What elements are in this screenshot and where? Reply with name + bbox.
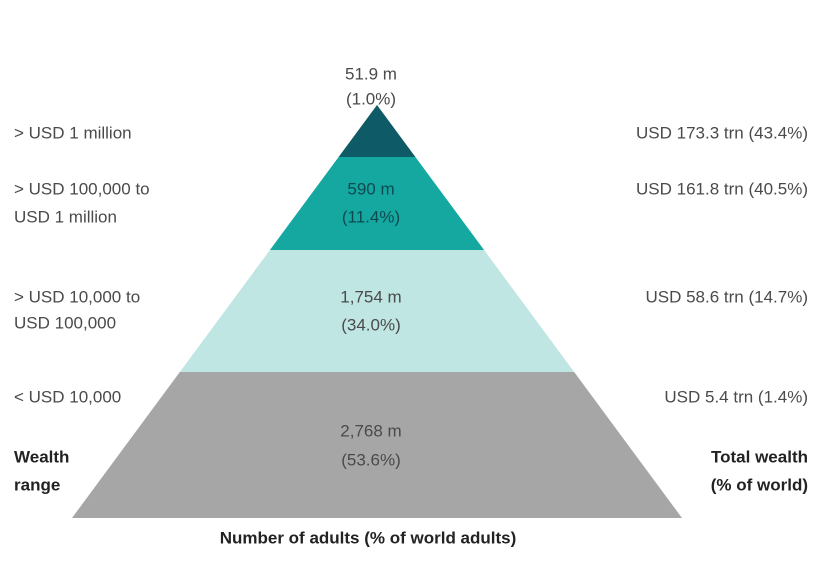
- adults-label: 51.9 m: [345, 64, 397, 83]
- range-label: > USD 1 million: [14, 123, 132, 142]
- adults-label: 2,768 m: [340, 421, 401, 440]
- range-label: USD 100,000: [14, 313, 116, 332]
- range-label: < USD 10,000: [14, 387, 121, 406]
- pyramid-tier: [72, 372, 682, 518]
- range-label: > USD 10,000 to: [14, 287, 140, 306]
- pyramid-tier: [179, 250, 575, 372]
- adults-label: 1,754 m: [340, 287, 401, 306]
- right-heading: (% of world): [711, 475, 808, 494]
- left-heading: Wealth: [14, 447, 69, 466]
- wealth-label: USD 5.4 trn (1.4%): [664, 387, 808, 406]
- wealth-label: USD 161.8 trn (40.5%): [636, 179, 808, 198]
- pyramid-tier: [338, 105, 416, 157]
- adults-label: (11.4%): [342, 207, 400, 226]
- wealth-label: USD 173.3 trn (43.4%): [636, 123, 808, 142]
- wealth-label: USD 58.6 trn (14.7%): [645, 287, 808, 306]
- adults-label: (1.0%): [346, 89, 396, 108]
- adults-label: (34.0%): [341, 315, 401, 334]
- right-heading: Total wealth: [711, 447, 808, 466]
- pyramid-tier: [269, 157, 485, 250]
- range-label: USD 1 million: [14, 207, 117, 226]
- left-heading: range: [14, 475, 60, 494]
- range-label: > USD 100,000 to: [14, 179, 150, 198]
- adults-label: (53.6%): [341, 450, 401, 469]
- caption: Number of adults (% of world adults): [220, 528, 517, 547]
- adults-label: 590 m: [347, 179, 394, 198]
